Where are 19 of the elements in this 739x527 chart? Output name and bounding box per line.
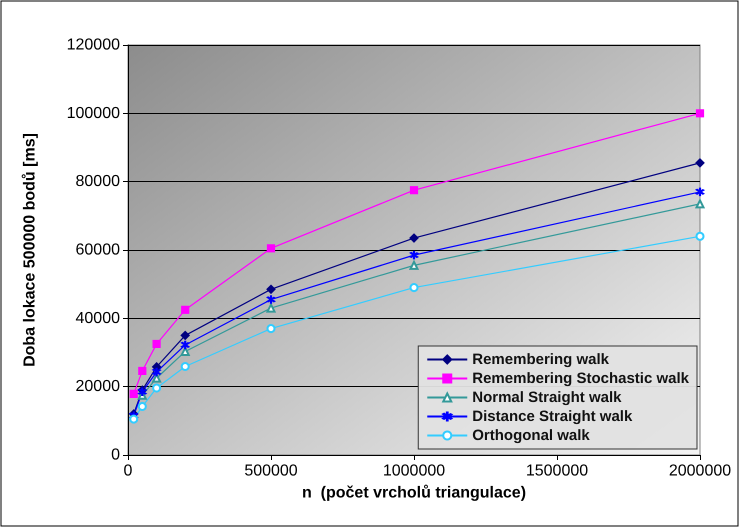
- y-tick-label: 0: [111, 446, 120, 464]
- y-tick-label: 40000: [76, 310, 120, 327]
- x-tick-label: 0: [124, 462, 133, 480]
- x-tick-label: 500000: [244, 462, 298, 480]
- x-tick-label: 1000000: [382, 462, 446, 480]
- legend-label: Normal Straight walk: [472, 389, 622, 406]
- y-tick-label: 120000: [66, 36, 120, 54]
- y-tick-label: 60000: [76, 242, 120, 258]
- x-tick-label: 1500000: [526, 462, 588, 480]
- y-tick-label: 80000: [76, 173, 120, 190]
- legend-label: Distance Straight walk: [472, 408, 633, 425]
- y-axis-title: Doba lokace 500000 bodů [ms]: [22, 133, 38, 367]
- x-tick-label: 2000000: [668, 462, 732, 480]
- legend-label: Orthogonal walk: [472, 427, 590, 444]
- legend-label: Remembering walk: [472, 351, 610, 368]
- y-tick-label: 100000: [66, 104, 120, 122]
- legend-label: Remembering Stochastic walk: [472, 370, 690, 387]
- x-axis-title: n (počet vrcholů triangulace): [302, 484, 526, 502]
- y-tick-label: 20000: [76, 378, 120, 396]
